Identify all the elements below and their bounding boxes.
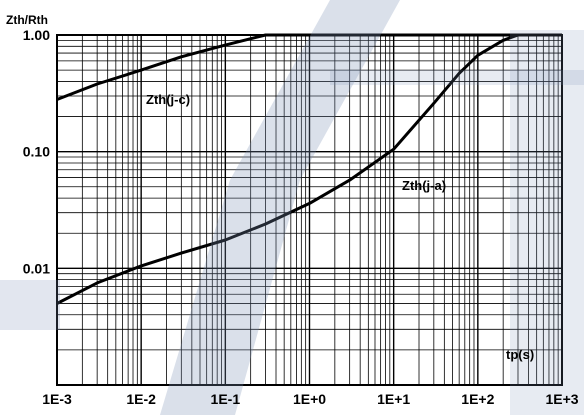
series-layer bbox=[56, 33, 562, 305]
watermark-shape bbox=[510, 30, 584, 415]
x-tick-label: 1E+3 bbox=[545, 391, 578, 407]
series-annotation: Zth(j-a) bbox=[402, 178, 446, 193]
x-axis-label: tp(s) bbox=[506, 347, 534, 362]
x-tick-label: 1E-1 bbox=[211, 391, 241, 407]
x-tick-label: 1E-2 bbox=[126, 391, 156, 407]
y-axis-label: Zth/Rth bbox=[6, 13, 48, 27]
y-tick-label: 1.00 bbox=[23, 27, 50, 43]
series-line-1 bbox=[56, 33, 562, 101]
series-line-2 bbox=[56, 33, 562, 305]
x-tick-label: 1E-3 bbox=[42, 391, 72, 407]
x-tick-label: 1E+1 bbox=[377, 391, 410, 407]
x-tick-label: 1E+2 bbox=[461, 391, 494, 407]
watermark-shape bbox=[160, 0, 400, 415]
series-annotation: Zth(j-c) bbox=[146, 92, 190, 107]
y-tick-label: 0.10 bbox=[23, 144, 50, 160]
x-tick-label: 1E+0 bbox=[293, 391, 326, 407]
tick-labels: 1E-3 1E-2 1E-1 1E+0 1E+1 1E+2 1E+3 1.00 0.10 0.01… bbox=[23, 27, 579, 407]
labels: Zth/Rth tp(s) bbox=[6, 13, 534, 362]
grid bbox=[56, 35, 562, 386]
watermark-shape bbox=[330, 70, 584, 85]
watermark-shape bbox=[0, 280, 60, 330]
y-tick-label: 0.01 bbox=[23, 260, 50, 276]
